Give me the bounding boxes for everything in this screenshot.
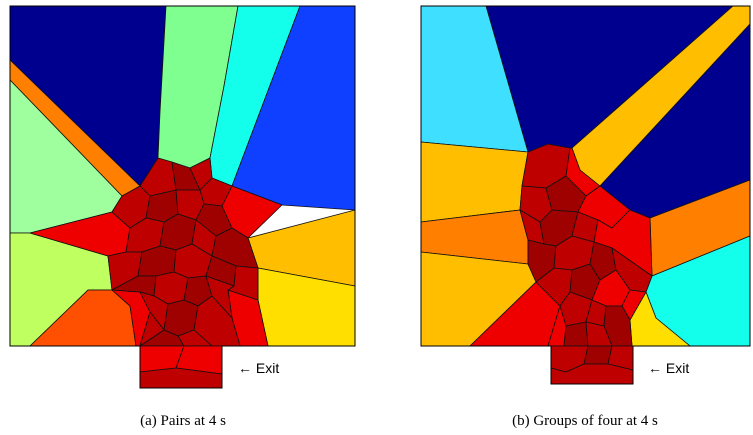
panel-b-cell xyxy=(563,321,589,347)
panel-a-exit-label: ← Exit xyxy=(238,360,279,376)
panel-b-exit-label: ← Exit xyxy=(648,360,689,376)
panel-a-voronoi-diagram xyxy=(9,5,356,389)
panel-b-voronoi-diagram xyxy=(420,5,751,385)
panel-b-room-outline xyxy=(420,5,751,385)
panel-a-cell xyxy=(227,265,259,301)
panel-a-room-outline xyxy=(9,5,356,389)
panel-b-exit-cell xyxy=(583,345,613,365)
panel-a-cell xyxy=(205,275,235,319)
panel-b-caption: (b) Groups of four at 4 s xyxy=(512,413,658,429)
panel-b-cell-orange-yellow-left xyxy=(420,141,529,223)
panel-a-caption: (a) Pairs at 4 s xyxy=(140,413,226,429)
